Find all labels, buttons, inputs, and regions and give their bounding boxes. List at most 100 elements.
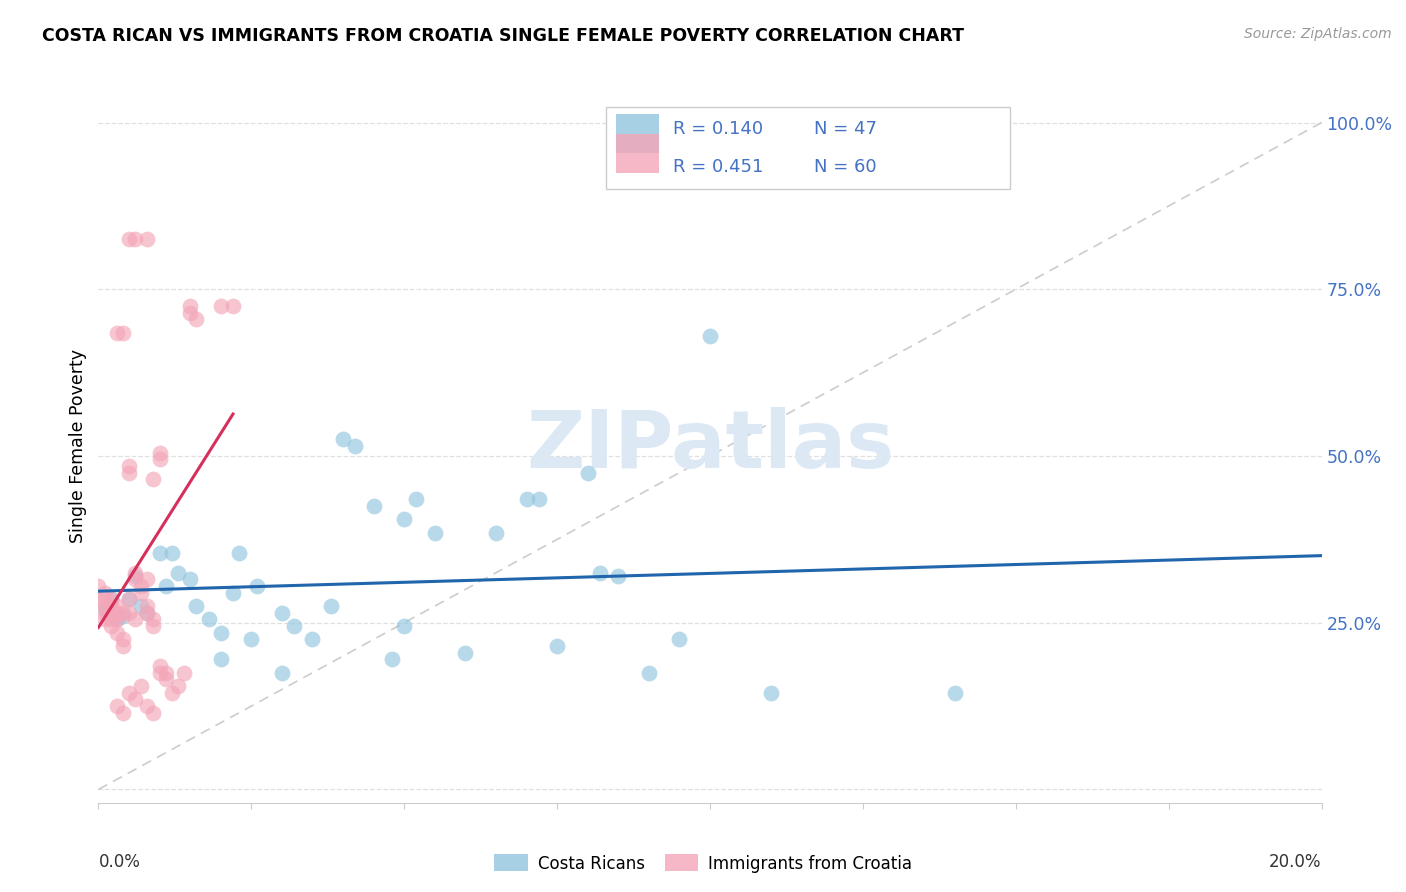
Point [209, 299, 232, 313]
Point [142, 472, 165, 486]
Point [228, 546, 250, 560]
Point [105, 612, 128, 626]
Point [142, 619, 165, 633]
Point [136, 573, 159, 587]
Point [149, 452, 172, 467]
Point [100, 619, 122, 633]
Point [149, 546, 172, 560]
Point [155, 579, 177, 593]
Point [100, 592, 122, 607]
Point [124, 569, 146, 583]
Point [136, 606, 159, 620]
Point [270, 606, 292, 620]
Text: N = 60: N = 60 [814, 159, 876, 177]
Point [668, 632, 690, 647]
Point [332, 433, 354, 447]
Point [111, 632, 134, 647]
Point [319, 599, 342, 613]
Point [149, 665, 172, 680]
Point [160, 686, 183, 700]
Point [118, 592, 141, 607]
Point [93, 606, 115, 620]
Point [167, 679, 190, 693]
Point [607, 569, 630, 583]
FancyBboxPatch shape [616, 134, 658, 173]
Point [301, 632, 323, 647]
Point [118, 458, 141, 473]
Point [129, 579, 152, 593]
Point [93, 602, 115, 616]
Point [118, 466, 141, 480]
Point [167, 566, 190, 580]
Point [943, 686, 966, 700]
Point [179, 299, 201, 313]
Point [111, 609, 134, 624]
Point [124, 612, 146, 626]
Point [93, 592, 115, 607]
FancyBboxPatch shape [606, 107, 1010, 189]
Point [100, 606, 122, 620]
Point [149, 445, 172, 459]
Text: ZIPatlas: ZIPatlas [526, 407, 894, 485]
Point [173, 665, 195, 680]
Point [105, 606, 128, 620]
Point [118, 686, 141, 700]
Point [105, 699, 128, 714]
Point [423, 525, 446, 540]
Point [93, 585, 115, 599]
Point [179, 573, 201, 587]
Point [142, 706, 165, 720]
Point [105, 599, 128, 613]
Point [209, 625, 232, 640]
Text: COSTA RICAN VS IMMIGRANTS FROM CROATIA SINGLE FEMALE POVERTY CORRELATION CHART: COSTA RICAN VS IMMIGRANTS FROM CROATIA S… [42, 27, 965, 45]
Point [381, 652, 404, 666]
Point [392, 512, 416, 526]
Text: Source: ZipAtlas.com: Source: ZipAtlas.com [1244, 27, 1392, 41]
Point [155, 673, 177, 687]
Point [699, 329, 721, 343]
Point [197, 612, 219, 626]
Point [527, 492, 550, 507]
Point [149, 659, 172, 673]
Point [209, 652, 232, 666]
Point [136, 232, 159, 246]
Point [100, 599, 122, 613]
Point [246, 579, 269, 593]
Text: R = 0.451: R = 0.451 [673, 159, 763, 177]
Point [363, 499, 385, 513]
Point [118, 592, 141, 607]
Point [124, 566, 146, 580]
Point [186, 312, 208, 326]
Point [392, 619, 416, 633]
Point [93, 599, 115, 613]
Point [222, 585, 245, 599]
Point [240, 632, 263, 647]
Point [105, 612, 128, 626]
Point [576, 466, 599, 480]
Point [105, 625, 128, 640]
Point [100, 612, 122, 626]
Point [111, 606, 134, 620]
Point [129, 585, 152, 599]
Point [129, 599, 152, 613]
Text: 0.0%: 0.0% [98, 853, 141, 871]
Point [136, 699, 159, 714]
Point [155, 665, 177, 680]
Point [186, 599, 208, 613]
Point [759, 686, 782, 700]
Point [485, 525, 508, 540]
Point [124, 573, 146, 587]
Point [270, 665, 292, 680]
Text: N = 47: N = 47 [814, 120, 877, 138]
Point [100, 592, 122, 607]
Point [179, 305, 201, 319]
Point [111, 706, 134, 720]
Point [142, 612, 165, 626]
Point [129, 679, 152, 693]
Text: 20.0%: 20.0% [1270, 853, 1322, 871]
Point [111, 639, 134, 653]
Point [283, 619, 305, 633]
Point [111, 326, 134, 340]
Point [124, 232, 146, 246]
Point [136, 606, 159, 620]
